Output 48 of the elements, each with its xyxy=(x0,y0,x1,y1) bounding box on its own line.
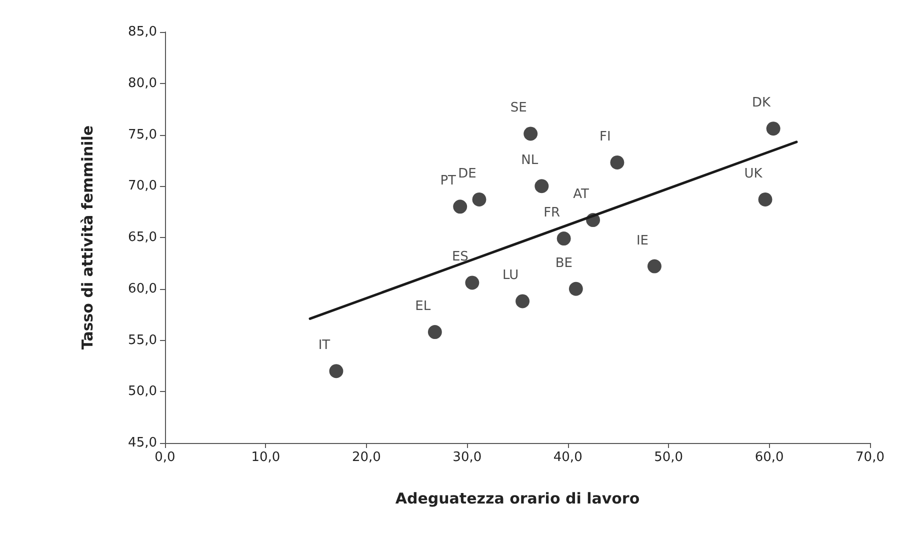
point xyxy=(647,259,662,274)
x-tick-label: 0,0 xyxy=(154,450,176,465)
y-tick-label: 75,0 xyxy=(128,127,157,142)
y-tick-label: 60,0 xyxy=(128,281,157,296)
y-tick-label: 80,0 xyxy=(128,76,157,91)
x-tick-label: 40,0 xyxy=(553,450,582,465)
point xyxy=(524,126,538,141)
point xyxy=(516,294,530,308)
annotation: EL xyxy=(415,299,432,314)
point xyxy=(329,364,344,378)
annotation: NL xyxy=(521,153,539,168)
annotation: FI xyxy=(600,129,611,144)
point xyxy=(766,122,780,136)
point xyxy=(758,192,772,206)
y-axis-title: Tasso di attività femminile xyxy=(78,125,96,350)
y-tick-label: 45,0 xyxy=(128,436,157,450)
annotation: DK xyxy=(752,96,772,111)
point xyxy=(465,276,480,290)
point xyxy=(556,232,571,246)
annotation: FR xyxy=(544,206,560,221)
x-tick-label: 60,0 xyxy=(754,450,784,465)
y-tick-label: 55,0 xyxy=(128,332,157,348)
y-tick-label: 85,0 xyxy=(128,24,157,40)
y-tick-label: 70,0 xyxy=(128,178,157,194)
annotation: ES xyxy=(452,250,468,265)
x-tick-label: 10,0 xyxy=(251,450,280,465)
annotation: BE xyxy=(555,256,572,271)
annotation: IE xyxy=(636,233,649,248)
annotation: LU xyxy=(502,268,519,284)
x-tick-label: 30,0 xyxy=(452,450,482,465)
annotation: UK xyxy=(744,166,763,182)
point xyxy=(610,155,624,170)
annotation: PT xyxy=(440,174,456,189)
point xyxy=(428,325,442,340)
y-tick-label: 50,0 xyxy=(128,384,157,400)
point xyxy=(453,200,468,214)
point xyxy=(472,192,486,206)
x-tick-label: 70,0 xyxy=(856,450,884,465)
x-tick-label: 20,0 xyxy=(352,450,381,465)
point xyxy=(568,282,583,296)
y-tick-label: 65,0 xyxy=(128,230,157,245)
annotation: SE xyxy=(510,100,527,116)
annotation: AT xyxy=(573,187,590,202)
annotation: DE xyxy=(458,166,476,182)
annotation: IT xyxy=(318,338,330,354)
x-tick-label: 50,0 xyxy=(654,450,684,465)
x-axis-title: Adeguatezza orario di lavoro xyxy=(395,490,640,508)
point xyxy=(534,179,549,194)
